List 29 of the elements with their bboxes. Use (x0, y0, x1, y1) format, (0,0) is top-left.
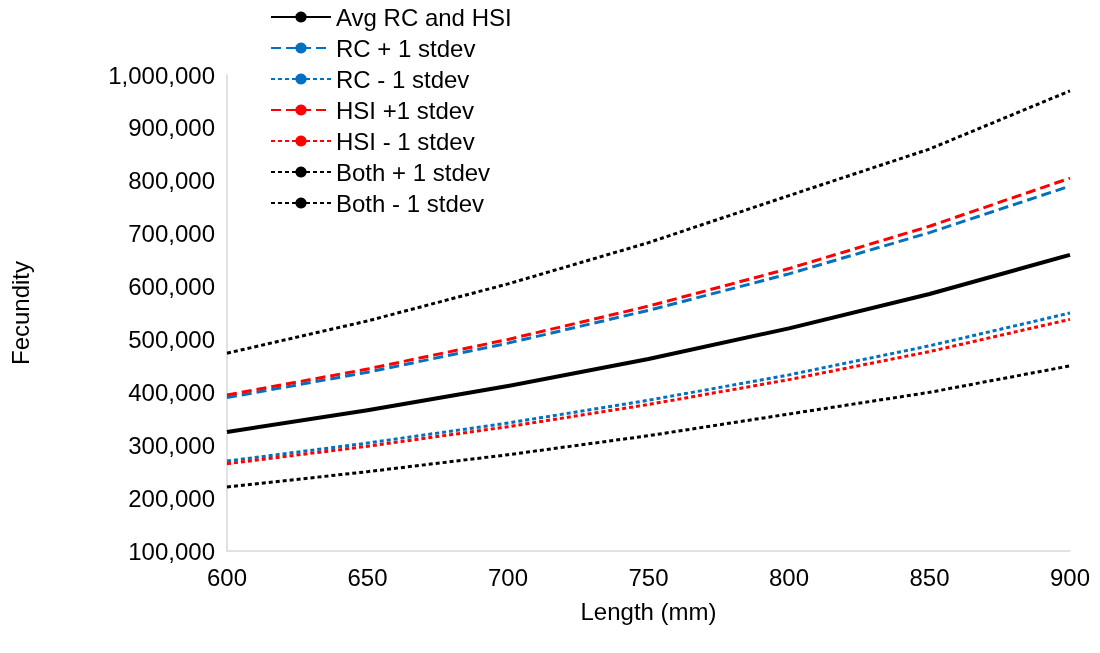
legend-label: Both + 1 stdev (336, 158, 491, 186)
legend-label: HSI - 1 stdev (336, 127, 475, 155)
y-tick-label: 200,000 (128, 484, 215, 512)
y-tick-label: 500,000 (128, 325, 215, 353)
legend-label: RC + 1 stdev (336, 34, 476, 62)
x-tick-label: 650 (347, 563, 388, 591)
line-series (225, 252, 1072, 434)
x-tick-label: 800 (768, 563, 810, 591)
y-tick-label: 100,000 (128, 537, 215, 565)
line-series (225, 89, 1072, 355)
y-tick-label: 900,000 (128, 114, 215, 142)
y-axis-title: Fecundity (6, 260, 34, 366)
legend-label: HSI +1 stdev (336, 96, 475, 124)
x-tick-label: 600 (206, 563, 248, 591)
y-tick-label: 1,000,000 (108, 61, 215, 89)
y-tick-label: 700,000 (128, 220, 215, 248)
x-tick-label: 750 (628, 563, 669, 591)
y-tick-label: 800,000 (128, 167, 215, 195)
y-tick-label: 400,000 (128, 378, 215, 406)
x-tick-label: 850 (909, 563, 950, 591)
y-tick-label: 300,000 (128, 431, 215, 459)
x-tick-label: 700 (487, 563, 529, 591)
line-series (225, 364, 1072, 489)
x-axis-title: Length (mm) (580, 597, 717, 625)
y-tick-label: 600,000 (128, 273, 215, 301)
legend-label: RC - 1 stdev (336, 65, 470, 93)
legend-label: Both - 1 stdev (336, 189, 485, 217)
x-tick-label: 900 (1049, 563, 1091, 591)
legend-label: Avg RC and HSI (336, 3, 512, 31)
